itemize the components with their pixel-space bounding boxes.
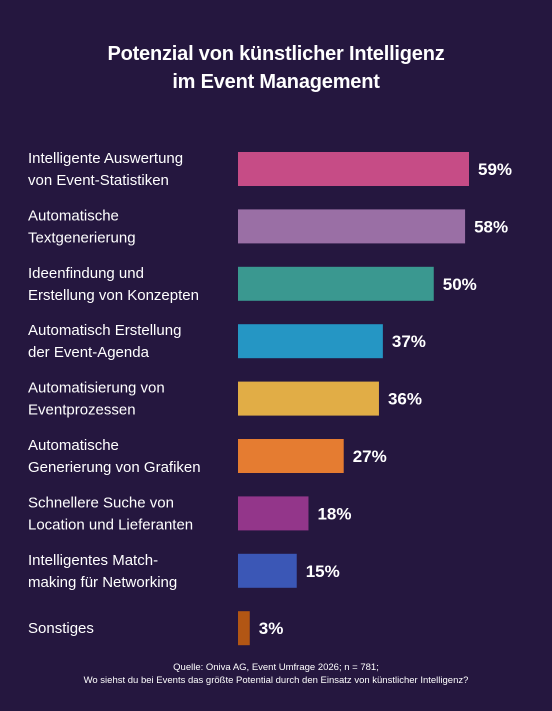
category-label-line: Intelligente Auswertung (28, 150, 183, 167)
value-label-8: 15% (306, 562, 340, 581)
bar-1 (238, 152, 469, 186)
category-label-6: Automatische Generierung von Grafiken (28, 437, 201, 476)
bar-7 (238, 496, 309, 531)
category-label-line: making für Networking (28, 574, 177, 591)
category-label-line: der Event-Agenda (28, 344, 150, 361)
category-label-5: Automatisierung von Eventprozessen (28, 380, 165, 419)
category-label-line: Schnellere Suche von (28, 494, 174, 511)
category-label-line: Textgenerierung (28, 229, 136, 246)
bar-6 (238, 439, 344, 473)
category-label-line: Erstellung von Konzepten (28, 287, 199, 304)
category-label-line: von Event-Statistiken (28, 172, 169, 189)
value-label-2: 58% (474, 217, 508, 236)
value-label-6: 27% (353, 447, 387, 466)
category-label-4: Automatisch Erstellung der Event-Agenda (28, 322, 181, 361)
category-label-line: Generierung von Grafiken (28, 459, 201, 476)
value-label-5: 36% (388, 390, 422, 409)
category-label-8: Intelligentes Match-making für Networkin… (28, 552, 177, 591)
category-label-line: Sonstiges (28, 620, 94, 637)
category-label-3: Ideenfindung und Erstellung von Konzepten (28, 265, 199, 304)
category-label-line: Automatische (28, 437, 119, 454)
bar-2 (238, 209, 466, 244)
bar-4 (238, 324, 383, 359)
category-label-7: Schnellere Suche von Location und Liefera… (28, 494, 193, 533)
survey-question: Wo siehst du bei Events das größte Poten… (83, 675, 469, 686)
chart-footer: Quelle: Oniva AG, Event Umfrage 2026; n … (0, 661, 552, 687)
category-label-line: Automatisch Erstellung (28, 322, 181, 339)
bar-5 (238, 381, 379, 416)
chart-title-line-2: im Event Management (172, 71, 380, 93)
category-label-line: Eventprozessen (28, 402, 136, 419)
value-label-7: 18% (317, 504, 351, 523)
category-label-line: Intelligentes Match- (28, 552, 158, 569)
value-label-1: 59% (478, 160, 512, 179)
category-label-line: Location und Lieferanten (28, 516, 193, 533)
chart-title: Potenzial von künstlicher Intelligenz im… (0, 40, 552, 96)
category-label-line: Automatisierung von (28, 380, 165, 397)
bar-9 (238, 611, 250, 646)
source-note: Quelle: Oniva AG, Event Umfrage 2026; n … (173, 662, 379, 673)
bar-8 (238, 553, 297, 588)
category-label-line: Automatische (28, 207, 119, 224)
chart-title-line-1: Potenzial von künstlicher Intelligenz (107, 43, 445, 65)
category-label-line: Ideenfindung und (28, 265, 144, 282)
category-label-9: Sonstiges (28, 620, 94, 637)
value-label-4: 37% (392, 332, 426, 351)
bar-3 (238, 266, 434, 301)
category-label-1: Intelligente Auswertung von Event-Statist… (28, 150, 183, 189)
value-label-3: 50% (443, 275, 477, 294)
value-label-9: 3% (259, 619, 284, 638)
category-label-2: Automatische Textgenerierung (28, 207, 136, 246)
